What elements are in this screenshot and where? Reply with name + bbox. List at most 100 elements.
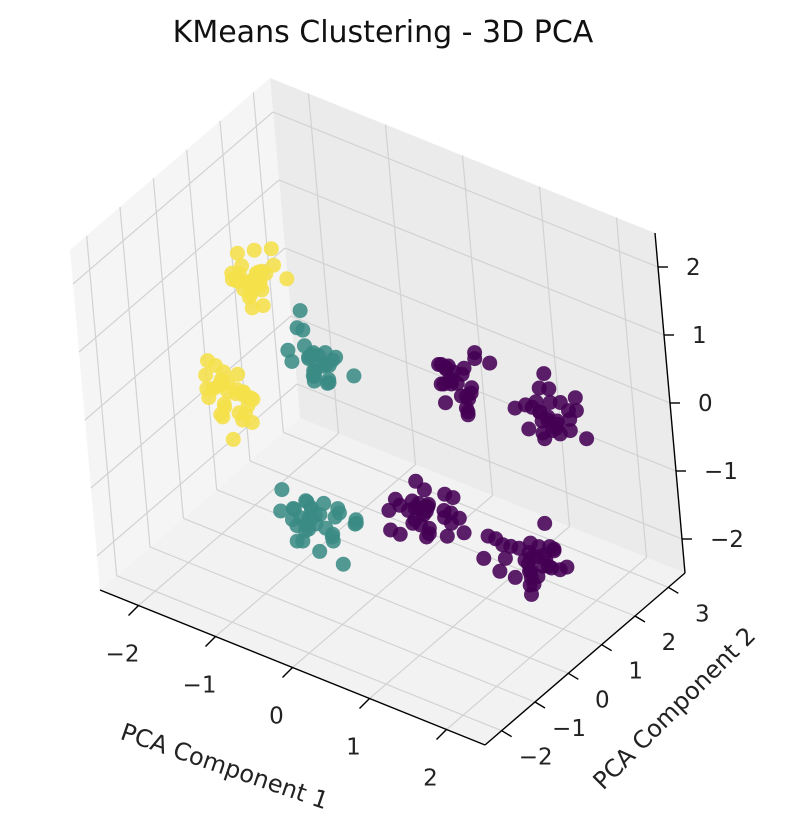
grid-line — [296, 383, 683, 540]
data-point — [451, 510, 467, 526]
x-tick-label: −2 — [106, 642, 140, 668]
data-point — [459, 388, 474, 404]
data-point — [537, 431, 553, 447]
data-point — [392, 526, 408, 542]
data-point — [387, 491, 403, 507]
data-point — [321, 375, 337, 391]
grid-line — [183, 517, 569, 674]
y-tick-label: −1 — [552, 716, 586, 742]
y-tick-label: 0 — [595, 687, 610, 713]
data-point — [201, 390, 217, 406]
data-point — [306, 373, 322, 389]
x-tick-label: 2 — [423, 766, 438, 792]
data-point — [456, 525, 472, 541]
data-point — [312, 507, 328, 523]
y-tick-label: 2 — [662, 630, 677, 656]
data-point — [537, 515, 553, 531]
data-point — [480, 528, 496, 544]
data-point — [412, 501, 428, 517]
x-tick-mark — [282, 667, 293, 678]
y-tick-mark — [567, 672, 579, 680]
data-points — [198, 241, 595, 602]
data-point — [246, 242, 262, 258]
data-point — [567, 390, 583, 406]
grid-line — [72, 111, 274, 285]
data-point — [213, 407, 229, 422]
data-point — [530, 569, 546, 584]
data-point — [286, 501, 302, 517]
axis-lines — [99, 232, 692, 746]
data-point — [229, 273, 245, 289]
z-tick-label: 2 — [686, 255, 701, 281]
grid-line — [283, 431, 669, 588]
x-tick-label: −1 — [183, 673, 217, 699]
data-point — [229, 245, 245, 261]
data-point — [521, 421, 537, 437]
data-point — [568, 403, 584, 419]
data-point — [542, 539, 558, 555]
chart-title: KMeans Clustering - 3D PCA — [173, 15, 594, 50]
data-point — [476, 550, 492, 566]
data-point — [292, 303, 308, 319]
grid-line — [96, 383, 298, 557]
y-tick-label: 1 — [628, 659, 643, 685]
y-tick-mark — [634, 615, 646, 623]
x-tick-mark — [128, 605, 139, 616]
data-point — [299, 494, 315, 510]
data-point — [507, 569, 523, 585]
z-tick-label: −1 — [704, 459, 738, 485]
data-point — [298, 517, 314, 533]
z-tick-label: 1 — [692, 323, 707, 349]
data-point — [230, 366, 246, 382]
data-point — [579, 431, 595, 447]
data-point — [248, 265, 264, 281]
data-point — [548, 420, 564, 436]
x-tick-label: 1 — [346, 735, 361, 761]
x-tick-label: 0 — [269, 704, 284, 730]
z-tick-label: −2 — [710, 527, 744, 553]
data-point — [347, 516, 363, 532]
y-tick-label: 3 — [695, 601, 710, 627]
data-point — [438, 395, 453, 411]
data-point — [439, 528, 455, 544]
y-axis-line — [484, 572, 686, 746]
grid-line — [446, 557, 647, 730]
y-tick-label: −2 — [519, 745, 553, 771]
grid-line — [149, 546, 536, 703]
data-point — [273, 503, 289, 519]
data-point — [295, 322, 311, 338]
data-point — [528, 394, 544, 410]
data-point — [528, 549, 544, 565]
grid-line — [116, 575, 502, 732]
data-point — [245, 391, 261, 407]
data-point — [542, 395, 558, 410]
data-point — [279, 271, 295, 287]
y-tick-mark — [534, 701, 546, 709]
data-point — [552, 562, 568, 578]
y-tick-mark — [501, 730, 513, 738]
data-point — [318, 357, 334, 373]
data-point — [210, 378, 226, 394]
data-point — [240, 277, 256, 293]
grid-line — [290, 315, 677, 472]
data-point — [541, 381, 557, 397]
x-tick-mark — [359, 698, 370, 709]
data-point — [274, 482, 290, 498]
x-axis-label: PCA Component 1 — [117, 718, 332, 815]
data-point — [235, 412, 251, 428]
x-tick-mark — [436, 729, 447, 740]
data-point — [335, 556, 351, 572]
y-tick-mark — [667, 586, 679, 594]
y-tick-mark — [601, 644, 613, 652]
grid-line — [90, 315, 292, 489]
data-point — [416, 482, 432, 498]
x-tick-mark — [205, 636, 216, 647]
data-point — [445, 490, 461, 506]
axes-panes — [70, 78, 685, 745]
grid-line — [138, 433, 339, 606]
data-point — [449, 375, 465, 391]
grid-line — [272, 111, 659, 268]
data-point — [497, 550, 513, 566]
